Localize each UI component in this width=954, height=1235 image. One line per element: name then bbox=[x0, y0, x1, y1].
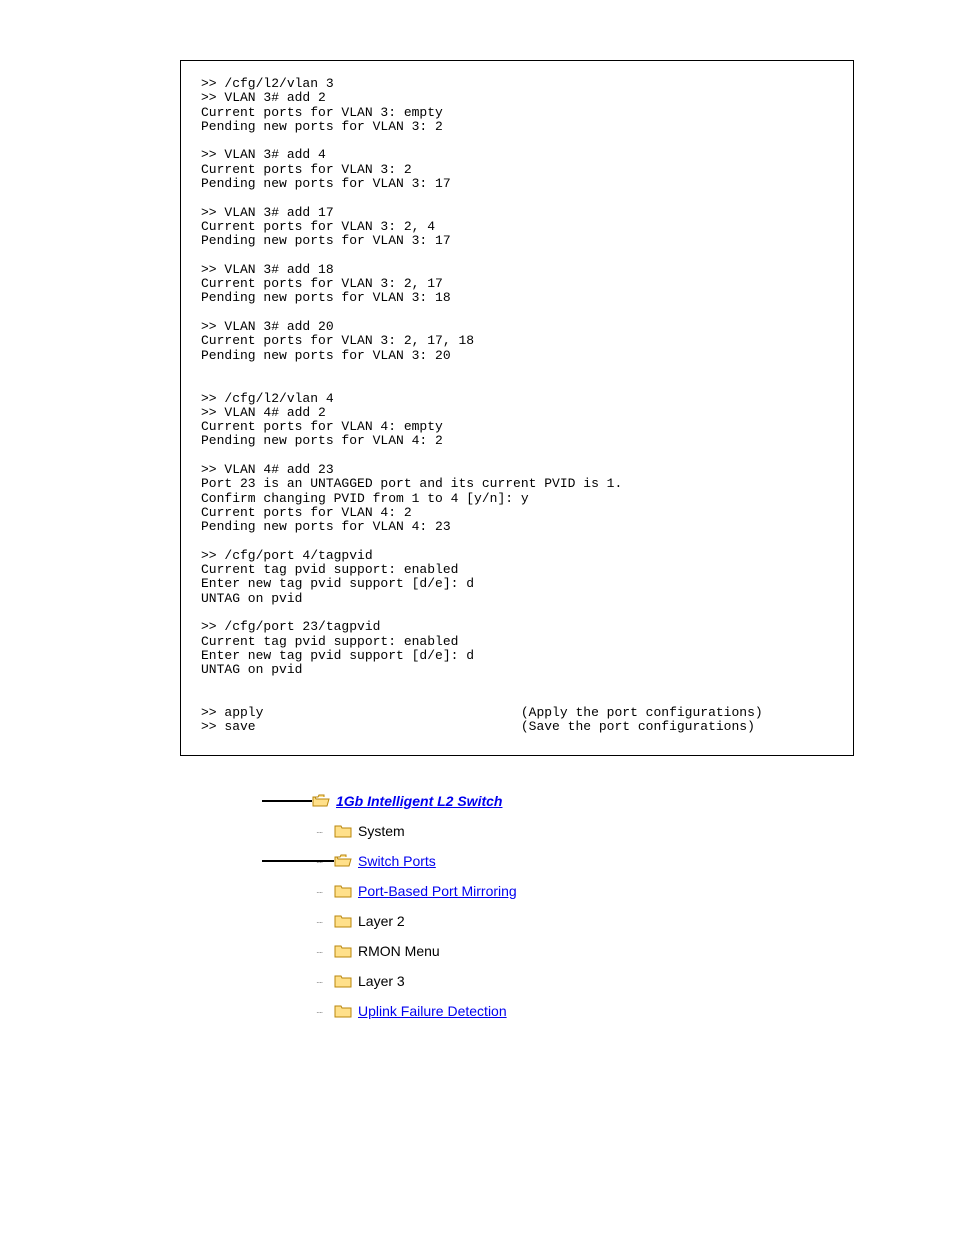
tree-item[interactable]: ┈ Switch Ports bbox=[312, 846, 642, 876]
tree-connector: ┈ bbox=[312, 943, 334, 959]
tree-connector: ┈ bbox=[312, 883, 334, 899]
tree-item-label: Layer 3 bbox=[358, 973, 405, 989]
tree-item[interactable]: ┈ Uplink Failure Detection bbox=[312, 996, 642, 1026]
tree-connector: ┈ bbox=[312, 1003, 334, 1019]
folder-icon bbox=[334, 944, 352, 958]
code-block: >> /cfg/l2/vlan 3 >> VLAN 3# add 2 Curre… bbox=[180, 60, 854, 756]
tree-connector: ┈ bbox=[312, 913, 334, 929]
tree-item-label: System bbox=[358, 823, 405, 839]
tree-connector: ┈ bbox=[312, 853, 334, 869]
tree-root-row[interactable]: 1Gb Intelligent L2 Switch bbox=[312, 786, 642, 816]
folder-icon bbox=[334, 824, 352, 838]
folder-open-icon bbox=[312, 794, 330, 808]
tree-connector: ┈ bbox=[312, 823, 334, 839]
tree-connector: ┈ bbox=[312, 973, 334, 989]
tree-item-label: RMON Menu bbox=[358, 943, 440, 959]
pointer-root bbox=[262, 800, 312, 802]
tree-item-label: Switch Ports bbox=[358, 853, 436, 869]
tree-item-label: Port-Based Port Mirroring bbox=[358, 883, 517, 899]
code-text: >> /cfg/l2/vlan 3 >> VLAN 3# add 2 Curre… bbox=[201, 76, 763, 734]
folder-icon bbox=[334, 914, 352, 928]
folder-icon bbox=[334, 854, 352, 868]
folder-icon bbox=[334, 974, 352, 988]
tree-item-label: Uplink Failure Detection bbox=[358, 1003, 507, 1019]
tree-item[interactable]: ┈ System bbox=[312, 816, 642, 846]
folder-icon bbox=[334, 884, 352, 898]
nav-tree: 1Gb Intelligent L2 Switch ┈ System┈ Swit… bbox=[312, 786, 642, 1026]
tree-item[interactable]: ┈ Port-Based Port Mirroring bbox=[312, 876, 642, 906]
tree-item[interactable]: ┈ Layer 2 bbox=[312, 906, 642, 936]
tree-item-label: Layer 2 bbox=[358, 913, 405, 929]
tree-item[interactable]: ┈ Layer 3 bbox=[312, 966, 642, 996]
tree-root-label: 1Gb Intelligent L2 Switch bbox=[336, 793, 502, 809]
tree-item[interactable]: ┈ RMON Menu bbox=[312, 936, 642, 966]
folder-icon bbox=[334, 1004, 352, 1018]
